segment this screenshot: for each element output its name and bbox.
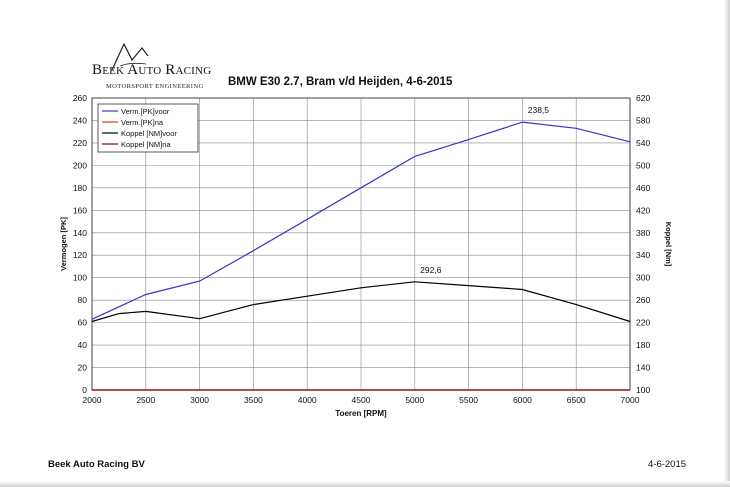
y-tick-label: 60 <box>78 318 88 328</box>
legend-entry: Koppel [NM]na <box>121 140 171 149</box>
y2-tick-label: 340 <box>636 250 650 260</box>
y2-tick-label: 580 <box>636 115 650 125</box>
y2-tick-label: 420 <box>636 205 650 215</box>
x-tick-label: 2000 <box>83 395 102 405</box>
y-tick-label: 240 <box>73 115 87 125</box>
page-edge-bottom <box>0 481 730 487</box>
brand-logo: Beek Auto Racing MOTORSPORT ENGINEERING <box>92 60 212 98</box>
y2-tick-label: 100 <box>636 385 650 395</box>
x-tick-label: 4000 <box>298 395 317 405</box>
x-tick-label: 7000 <box>621 395 640 405</box>
x-tick-label: 6000 <box>513 395 532 405</box>
footer-date: 4-6-2015 <box>648 459 687 470</box>
x-tick-label: 3000 <box>190 395 209 405</box>
y2-tick-label: 180 <box>636 340 650 350</box>
y2-tick-label: 300 <box>636 273 650 283</box>
series-line <box>91 121 631 320</box>
x-tick-label: 2500 <box>136 395 155 405</box>
y2-axis-label: Koppel [Nm] <box>664 222 673 267</box>
x-tick-label: 6500 <box>567 395 586 405</box>
y2-tick-label: 220 <box>636 318 650 328</box>
y-tick-label: 260 <box>73 93 87 103</box>
legend-entry: Verm.[PK]na <box>121 118 164 127</box>
footer-company: Beek Auto Racing BV <box>48 459 145 470</box>
legend-entry: Verm.[PK]voor <box>121 107 170 116</box>
x-tick-label: 3500 <box>244 395 263 405</box>
page-edge-right <box>724 0 730 487</box>
y2-tick-label: 380 <box>636 228 650 238</box>
y-tick-label: 40 <box>78 340 88 350</box>
y-axis-label: Vermogen [PK] <box>59 217 68 271</box>
y-tick-label: 160 <box>73 205 87 215</box>
y-tick-label: 80 <box>78 295 88 305</box>
x-axis-label: Toeren [RPM] <box>335 409 387 418</box>
y2-tick-label: 260 <box>636 295 650 305</box>
brand-swoosh-icon <box>111 42 149 71</box>
y2-tick-label: 540 <box>636 138 650 148</box>
y2-tick-label: 620 <box>636 93 650 103</box>
x-tick-label: 5500 <box>459 395 478 405</box>
y-tick-label: 200 <box>73 160 87 170</box>
y-tick-label: 140 <box>73 228 87 238</box>
y-tick-label: 220 <box>73 138 87 148</box>
y-tick-label: 180 <box>73 183 87 193</box>
brand-name: Beek Auto Racing <box>92 62 212 78</box>
y2-tick-label: 500 <box>636 160 650 170</box>
y-tick-label: 0 <box>82 385 87 395</box>
data-label: 292,6 <box>420 265 442 275</box>
series-line <box>91 281 631 323</box>
y2-tick-label: 140 <box>636 363 650 373</box>
y-tick-label: 120 <box>73 250 87 260</box>
legend-entry: Koppel [NM]voor <box>121 129 177 138</box>
y-tick-label: 20 <box>78 363 88 373</box>
chart-title: BMW E30 2.7, Bram v/d Heijden, 4-6-2015 <box>228 76 453 88</box>
x-tick-label: 4500 <box>352 395 371 405</box>
x-tick-label: 5000 <box>405 395 424 405</box>
y2-tick-label: 460 <box>636 183 650 193</box>
data-label: 238,5 <box>528 105 550 115</box>
brand-tagline: MOTORSPORT ENGINEERING <box>106 83 204 90</box>
y-tick-label: 100 <box>73 273 87 283</box>
